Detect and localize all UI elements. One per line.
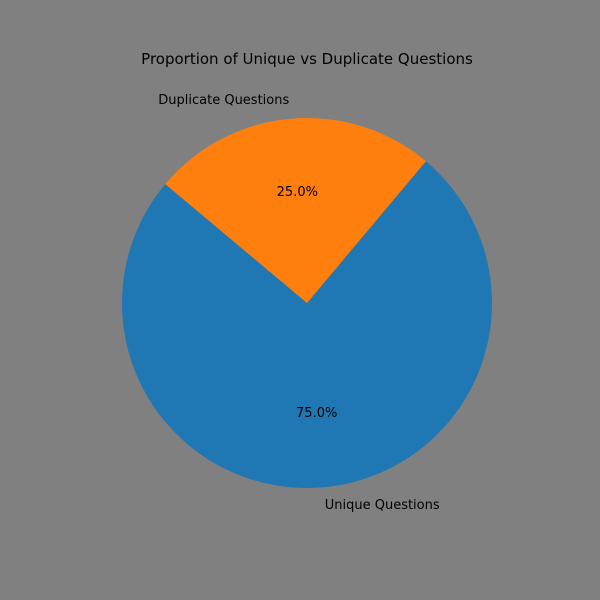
pct-label-duplicate-questions: 25.0% [277,185,318,200]
chart-title: Proportion of Unique vs Duplicate Questi… [141,50,473,68]
pie-slices [121,118,492,489]
pie-slice-unique-questions [121,161,492,489]
pct-label-unique-questions: 75.0% [296,406,337,421]
pie-labels: Unique Questions 75.0% Duplicate Questions… [158,93,440,513]
slice-label-unique-questions: Unique Questions [325,498,440,513]
slice-label-duplicate-questions: Duplicate Questions [158,93,289,108]
pie-slice-duplicate-questions [165,118,426,303]
